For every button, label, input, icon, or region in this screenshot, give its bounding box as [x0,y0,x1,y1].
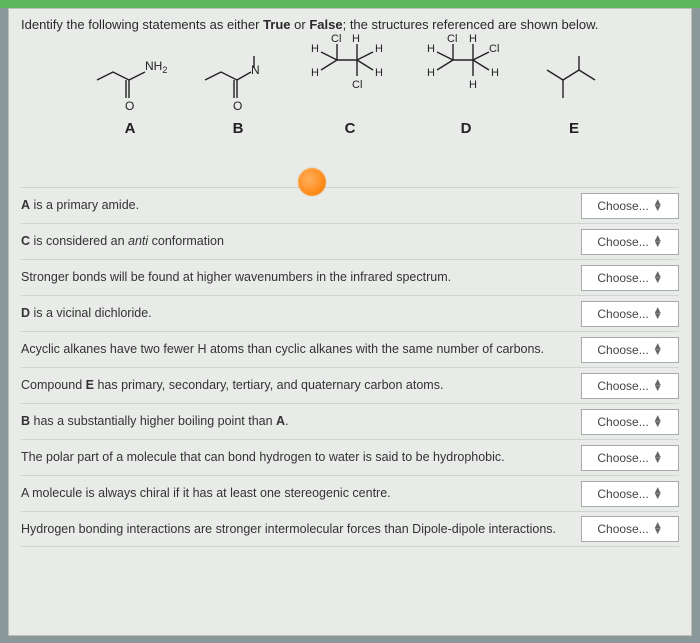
structure-B: N O B [199,50,277,137]
choose-label: Choose... [597,451,648,465]
updown-icon: ▲▼ [653,308,663,320]
label-Cl-C2: Cl [352,79,362,91]
updown-icon: ▲▼ [653,200,663,212]
label-Cl-C1: Cl [331,33,341,45]
label-O-B: O [233,99,242,112]
choose-dropdown[interactable]: Choose... ▲▼ [581,373,679,399]
choose-label: Choose... [597,379,648,393]
question-text: A molecule is always chiral if it has at… [21,485,581,502]
structure-D: Cl H H Cl H H H D [423,30,509,137]
question-table: A is a primary amide.Choose...▲▼C is con… [21,187,679,547]
molecule-B-svg: N O [199,50,277,112]
question-row: The polar part of a molecule that can bo… [21,439,679,475]
molecule-A-svg: NH2 O [91,50,169,112]
updown-icon: ▲▼ [653,344,663,356]
label-O-A: O [125,99,134,112]
question-row: Stronger bonds will be found at higher w… [21,259,679,295]
question-row: C is considered an anti conformationChoo… [21,223,679,259]
label-H-D1: H [427,43,435,55]
top-stripe [0,0,700,8]
choose-dropdown[interactable]: Choose... ▲▼ [581,265,679,291]
question-row: D is a vicinal dichloride. Choose... ▲▼ [21,295,679,331]
choose-label: Choose... [597,235,648,249]
choose-dropdown[interactable]: Choose... ▲▼ [581,409,679,435]
updown-icon: ▲▼ [653,523,663,535]
choose-label: Choose... [597,415,648,429]
updown-icon: ▲▼ [653,272,663,284]
choose-dropdown[interactable]: Choose... ▲▼ [581,445,679,471]
label-H-C4: H [375,67,383,79]
choose-dropdown[interactable]: Choose... ▲▼ [581,301,679,327]
updown-icon: ▲▼ [653,452,663,464]
question-row: Compound E has primary, secondary, terti… [21,367,679,403]
updown-icon: ▲▼ [653,236,663,248]
structure-E: E [539,50,609,137]
label-H-D4: H [469,33,477,45]
choose-label: Choose... [597,487,648,501]
question-text: Compound E has primary, secondary, terti… [21,377,581,394]
structure-label-B: B [233,120,244,137]
question-row: A molecule is always chiral if it has at… [21,475,679,511]
prompt-true: True [263,17,290,32]
label-H-C5: H [352,33,360,45]
structure-C: Cl H H H H H Cl C [307,30,393,137]
question-text: The polar part of a molecule that can bo… [21,449,581,466]
structure-label-A: A [125,120,136,137]
label-Cl-D2: Cl [489,43,499,55]
structures-row: NH2 O A N O B [21,42,679,137]
question-text: A is a primary amide. [21,197,581,214]
prompt-prefix: Identify the following statements as eit… [21,17,263,32]
label-H-D3: H [491,67,499,79]
cursor-highlight-dot [298,168,326,196]
choose-label: Choose... [597,307,648,321]
structure-label-C: C [345,120,356,137]
choose-dropdown[interactable]: Choose... ▲▼ [581,516,679,542]
updown-icon: ▲▼ [653,488,663,500]
choose-label: Choose... [597,199,648,213]
choose-dropdown[interactable]: Choose... ▲▼ [581,481,679,507]
question-row: B has a substantially higher boiling poi… [21,403,679,439]
question-text: D is a vicinal dichloride. [21,305,581,322]
choose-label: Choose... [597,522,648,536]
label-H-D5: H [469,79,477,91]
choose-dropdown[interactable]: Choose... ▲▼ [581,229,679,255]
question-text: Acyclic alkanes have two fewer H atoms t… [21,341,581,358]
choose-label: Choose... [597,271,648,285]
question-text: C is considered an anti conformation [21,233,581,250]
molecule-C-svg: Cl H H H H H Cl [307,30,393,112]
molecule-E-svg [539,50,609,112]
question-text: B has a substantially higher boiling poi… [21,413,581,430]
label-Cl-D1: Cl [447,33,457,45]
choose-dropdown[interactable]: Choose... ▲▼ [581,193,679,219]
question-row: Hydrogen bonding interactions are strong… [21,511,679,547]
question-text: Stronger bonds will be found at higher w… [21,269,581,286]
label-H-C3: H [375,43,383,55]
choose-label: Choose... [597,343,648,357]
label-H-D2: H [427,67,435,79]
question-row: A is a primary amide. Choose... ▲▼ [21,187,679,223]
structure-label-E: E [569,120,579,137]
updown-icon: ▲▼ [653,380,663,392]
structure-A: NH2 O A [91,50,169,137]
question-panel: Identify the following statements as eit… [8,8,692,636]
question-text: Hydrogen bonding interactions are strong… [21,521,581,538]
label-H-C2: H [311,67,319,79]
updown-icon: ▲▼ [653,416,663,428]
label-N-B: N [251,63,260,77]
question-row: Acyclic alkanes have two fewer H atoms t… [21,331,679,367]
label-H-C1: H [311,43,319,55]
choose-dropdown[interactable]: Choose... ▲▼ [581,337,679,363]
molecule-D-svg: Cl H H Cl H H H [423,30,509,112]
structure-label-D: D [461,120,472,137]
label-NH2: NH2 [145,59,167,75]
